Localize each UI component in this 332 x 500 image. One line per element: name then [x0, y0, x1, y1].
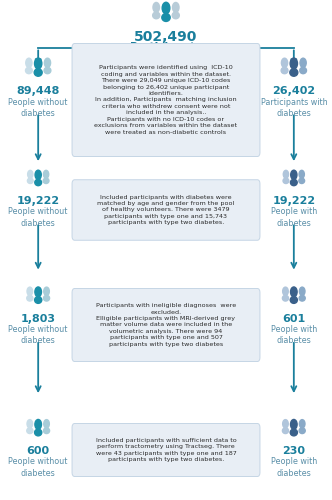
- Circle shape: [290, 420, 297, 430]
- Ellipse shape: [153, 12, 160, 18]
- Circle shape: [35, 420, 42, 430]
- Ellipse shape: [300, 68, 306, 73]
- Text: People with
diabetes: People with diabetes: [271, 458, 317, 477]
- Circle shape: [283, 287, 288, 296]
- Text: 600: 600: [27, 446, 50, 456]
- Ellipse shape: [35, 296, 42, 304]
- Circle shape: [28, 170, 33, 178]
- Ellipse shape: [290, 296, 297, 304]
- Text: 89,448: 89,448: [17, 86, 60, 97]
- Circle shape: [35, 58, 42, 69]
- Ellipse shape: [283, 428, 289, 434]
- Circle shape: [44, 58, 50, 68]
- Text: 601: 601: [282, 314, 305, 324]
- Text: 19,222: 19,222: [17, 196, 60, 206]
- Ellipse shape: [27, 296, 33, 301]
- Circle shape: [153, 2, 159, 12]
- Circle shape: [35, 287, 42, 297]
- Circle shape: [27, 420, 33, 428]
- Text: Participants: Participants: [130, 42, 202, 52]
- Ellipse shape: [28, 178, 33, 184]
- Circle shape: [162, 2, 170, 14]
- FancyBboxPatch shape: [72, 180, 260, 240]
- Ellipse shape: [290, 429, 297, 436]
- Ellipse shape: [283, 296, 289, 301]
- Text: People without
diabetes: People without diabetes: [9, 208, 68, 228]
- Text: 26,402: 26,402: [272, 86, 315, 97]
- Ellipse shape: [283, 178, 289, 184]
- Circle shape: [44, 287, 49, 296]
- Circle shape: [290, 287, 297, 297]
- Ellipse shape: [43, 428, 49, 434]
- Text: People without
diabetes: People without diabetes: [9, 458, 68, 477]
- Text: Participants were identified using  ICD-10
coding and variables within the datas: Participants were identified using ICD-1…: [95, 66, 237, 134]
- Ellipse shape: [299, 296, 305, 301]
- Circle shape: [26, 58, 32, 68]
- Text: 19,222: 19,222: [272, 196, 315, 206]
- Text: Included participants with diabetes were
matched by age and gender from the pool: Included participants with diabetes were…: [97, 194, 235, 226]
- Circle shape: [299, 420, 305, 428]
- Circle shape: [27, 287, 33, 296]
- Ellipse shape: [299, 428, 305, 434]
- Text: People without
diabetes: People without diabetes: [9, 98, 68, 117]
- Ellipse shape: [35, 180, 42, 186]
- Circle shape: [173, 2, 179, 12]
- Ellipse shape: [162, 14, 170, 22]
- Circle shape: [282, 58, 288, 68]
- Circle shape: [300, 58, 306, 68]
- Text: People without
diabetes: People without diabetes: [9, 325, 68, 345]
- Ellipse shape: [35, 429, 42, 436]
- Text: People with
diabetes: People with diabetes: [271, 325, 317, 345]
- Text: Participants with
diabetes: Participants with diabetes: [261, 98, 327, 117]
- Ellipse shape: [281, 68, 288, 73]
- Ellipse shape: [290, 180, 297, 186]
- Circle shape: [299, 170, 304, 178]
- FancyBboxPatch shape: [72, 424, 260, 476]
- FancyBboxPatch shape: [72, 44, 260, 156]
- Ellipse shape: [290, 68, 298, 76]
- Ellipse shape: [26, 68, 32, 73]
- Text: 1,803: 1,803: [21, 314, 56, 324]
- Text: People with
diabetes: People with diabetes: [271, 208, 317, 228]
- Circle shape: [44, 420, 49, 428]
- Text: Included participants with sufficient data to
perform tractometry using Tractseg: Included participants with sufficient da…: [96, 438, 236, 462]
- Circle shape: [283, 170, 289, 178]
- Circle shape: [299, 287, 305, 296]
- Circle shape: [35, 170, 41, 179]
- Circle shape: [43, 170, 49, 178]
- Text: 502,490: 502,490: [134, 30, 198, 44]
- FancyBboxPatch shape: [72, 288, 260, 362]
- Text: Participants with ineligible diagnoses  were
excluded.
Elligible participants wi: Participants with ineligible diagnoses w…: [96, 304, 236, 346]
- Ellipse shape: [172, 12, 179, 18]
- Ellipse shape: [43, 178, 49, 184]
- Ellipse shape: [34, 68, 42, 76]
- Ellipse shape: [44, 68, 51, 73]
- Ellipse shape: [27, 428, 33, 434]
- Text: 230: 230: [282, 446, 305, 456]
- Ellipse shape: [299, 178, 304, 184]
- Circle shape: [291, 170, 297, 179]
- Circle shape: [283, 420, 288, 428]
- Circle shape: [290, 58, 297, 69]
- Ellipse shape: [43, 296, 49, 301]
